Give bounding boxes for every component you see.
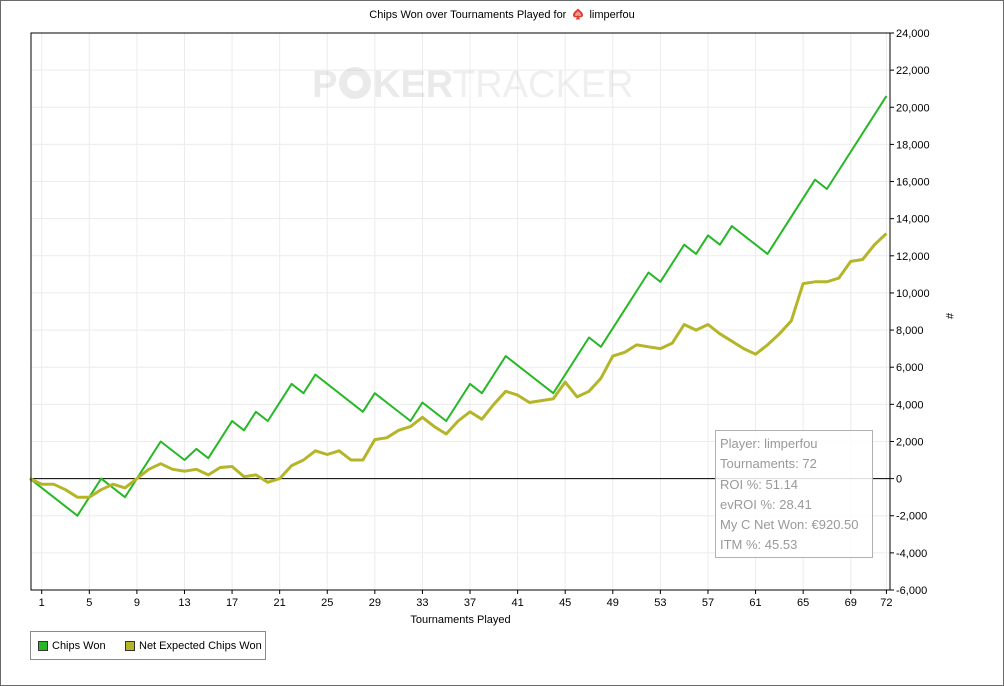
x-axis-label: Tournaments Played [410,614,510,626]
y-tick-label: 14,000 [896,214,930,226]
x-tick-label: 45 [559,597,571,609]
legend-label-chips-won: Chips Won [52,640,106,652]
y-tick-label: -2,000 [896,511,927,523]
legend-label-net-expected: Net Expected Chips Won [139,640,262,652]
poker-chip-icon [339,67,371,99]
y-tick-label: 20,000 [896,102,930,114]
chart-title-player: limperfou [589,9,635,21]
stat-itm: ITM %: 45.53 [720,537,798,553]
x-tick-label: 33 [416,597,428,609]
y-tick-label: -4,000 [896,548,927,560]
y-axis-label: # [943,313,955,320]
series-line-net-expected-chips-won [29,232,888,499]
stat-net-won: My C Net Won: €920.50 [720,517,859,533]
plot-border [30,32,891,591]
legend-swatch-net-expected [125,641,135,651]
y-tick-label: 10,000 [896,288,930,300]
pokerstars-spade-icon [572,8,584,23]
y-tick-label: 6,000 [896,362,924,374]
x-tick-label: 65 [797,597,809,609]
watermark-chip-outer [339,67,371,99]
x-tick-label: 9 [134,597,140,609]
x-tick-label: 41 [511,597,523,609]
series-line-chips-won [29,95,888,517]
x-tick-label: 1 [39,597,45,609]
x-tick-label: 25 [321,597,333,609]
watermark-text-p: P [312,64,337,106]
watermark-chip-inner [347,75,363,91]
y-tick-label: 8,000 [896,325,924,337]
y-tick-label: 22,000 [896,65,930,77]
x-tick-label: 5 [86,597,92,609]
legend-item-net-expected: Net Expected Chips Won [125,640,262,652]
x-tick-label: 53 [654,597,666,609]
x-tick-label: 17 [226,597,238,609]
y-tick-label: 24,000 [896,28,930,40]
x-tick-label: 21 [274,597,286,609]
x-tick-label: 69 [845,597,857,609]
x-tick-label: 37 [464,597,476,609]
y-tick-label: 12,000 [896,251,930,263]
chart-legend: Chips Won Net Expected Chips Won [30,631,266,660]
x-tick-label: 13 [178,597,190,609]
stat-evroi: evROI %: 28.41 [720,496,812,512]
y-tick-label: 16,000 [896,177,930,189]
stat-roi: ROI %: 51.14 [720,476,799,492]
x-tick-label: 61 [749,597,761,609]
y-tick-label: -6,000 [896,585,927,597]
legend-swatch-chips-won [38,641,48,651]
watermark-text-tracker: TRACKER [452,64,634,106]
stat-player: Player: limperfou [720,436,818,451]
chart-title: Chips Won over Tournaments Played for li… [0,8,1004,23]
legend-item-chips-won: Chips Won [38,640,106,652]
y-tick-label: 2,000 [896,436,924,448]
x-tick-label: 57 [702,597,714,609]
player-stats-box: Player: limperfou Tournaments: 72 ROI %:… [715,430,873,558]
chart-title-text: Chips Won over Tournaments Played for [369,9,567,21]
watermark-text-ker: KER [373,64,453,106]
y-tick-label: 0 [896,474,902,486]
x-tick-label: 72 [880,597,892,609]
stat-tournaments: Tournaments: 72 [720,456,817,472]
x-tick-label: 29 [369,597,381,609]
y-tick-label: 4,000 [896,399,924,411]
x-tick-label: 49 [607,597,619,609]
y-tick-label: 18,000 [896,139,930,151]
